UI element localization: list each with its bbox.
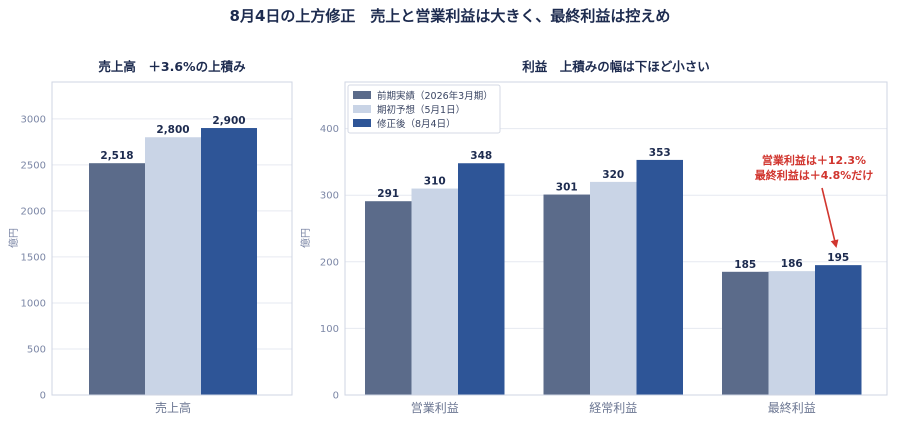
y-axis-label-sales: 億円 [7, 228, 20, 248]
y-axis-sales: 0 500 1000 1500 2000 2500 3000 [21, 114, 46, 401]
data-label: 2,800 [156, 124, 189, 136]
data-label: 353 [649, 147, 671, 159]
bar-plan [768, 271, 815, 395]
data-label: 348 [470, 150, 492, 162]
bars-profit [365, 159, 862, 395]
annotation: 営業利益は＋12.3% 最終利益は＋4.8%だけ [755, 153, 874, 248]
y-tick-label: 300 [320, 191, 339, 202]
legend-swatch-prev [353, 91, 371, 99]
legend-label-prev: 前期実績（2026年3月期） [377, 90, 493, 102]
bar-revised [636, 159, 683, 395]
legend-box [347, 84, 501, 134]
bar-plan [145, 137, 201, 395]
bar-prev [722, 271, 769, 395]
data-labels-profit: 291 310 348 301 320 353 185 186 195 [377, 147, 849, 271]
data-label: 291 [377, 188, 399, 200]
plot-frame-profit [344, 81, 888, 396]
data-label: 2,518 [100, 150, 133, 162]
x-tick-label: 経常利益 [589, 401, 637, 415]
data-label: 2,900 [212, 115, 245, 127]
chart-panel-profit: 利益 上積みの幅は下ほど小さい 0 100 200 300 400 291 310 348 3… [299, 59, 888, 415]
y-tick-label: 0 [40, 391, 46, 402]
y-tick-label: 0 [333, 391, 339, 402]
chart-panel-sales: 売上高 ＋3.6%の上積み 0 500 1000 1500 2000 2500 3000 2… [7, 59, 293, 415]
y-tick-label: 2000 [21, 206, 46, 217]
y-tick-label: 1000 [21, 298, 46, 309]
x-tick-label: 最終利益 [768, 400, 816, 415]
y-axis-label-profit: 億円 [299, 228, 312, 248]
bar-plan [411, 188, 458, 395]
bar-revised [815, 265, 862, 395]
data-labels-sales: 2,518 2,800 2,900 [100, 115, 245, 162]
data-label: 310 [424, 176, 446, 188]
y-tick-label: 400 [320, 124, 339, 135]
y-tick-label: 2500 [21, 160, 46, 171]
y-tick-label: 3000 [21, 114, 46, 125]
bars-sales [89, 128, 257, 395]
legend-swatch-revised [353, 119, 371, 127]
bar-revised [458, 163, 505, 395]
bar-prev [89, 163, 145, 395]
bar-prev [543, 194, 590, 395]
data-label: 185 [734, 259, 756, 271]
y-tick-label: 100 [320, 324, 339, 335]
plot-frame-sales [51, 81, 293, 396]
y-tick-label: 200 [320, 257, 339, 268]
annotation-line-2: 最終利益は＋4.8%だけ [755, 168, 874, 182]
legend: 前期実績（2026年3月期） 期初予想（5月1日） 修正後（8月4日） [347, 84, 501, 134]
data-label: 301 [556, 182, 578, 194]
annotation-arrow [821, 187, 839, 248]
y-tick-label: 500 [27, 344, 46, 355]
bar-plan [590, 181, 637, 395]
annotation-line-1: 営業利益は＋12.3% [762, 153, 866, 167]
bar-revised [201, 128, 257, 395]
data-label: 186 [781, 258, 803, 270]
bar-prev [365, 201, 412, 395]
y-tick-label: 1500 [21, 252, 46, 263]
chart-title-sales: 売上高 ＋3.6%の上積み [98, 59, 246, 74]
data-label: 195 [827, 252, 849, 264]
x-axis-sales: 売上高 [155, 400, 191, 415]
x-tick-label: 営業利益 [411, 401, 459, 415]
legend-swatch-plan [353, 105, 371, 113]
legend-label-plan: 期初予想（5月1日） [377, 104, 465, 116]
legend-label-revised: 修正後（8月4日） [377, 118, 456, 130]
main-title: 8月4日の上方修正 売上と営業利益は大きく、最終利益は控えめ [230, 7, 671, 25]
data-label: 320 [602, 169, 624, 181]
x-tick-label: 売上高 [155, 400, 191, 415]
x-axis-profit: 営業利益 経常利益 最終利益 [411, 400, 816, 415]
y-axis-profit: 0 100 200 300 400 [320, 124, 339, 401]
chart-title-profit: 利益 上積みの幅は下ほど小さい [522, 59, 710, 74]
